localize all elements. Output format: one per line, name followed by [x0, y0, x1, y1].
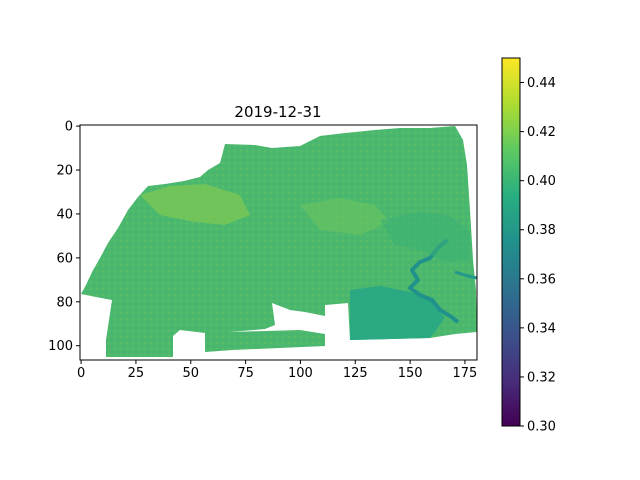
- colorbar-tick-label: 0.40: [527, 174, 556, 189]
- y-tick-label: 80: [56, 295, 73, 310]
- y-tick-label: 60: [56, 251, 73, 266]
- x-tick-label: 50: [182, 366, 199, 381]
- basin-region: [350, 286, 445, 340]
- x-axis: 0 25 50 75 100 125 150 175: [77, 360, 477, 381]
- east-valley: [380, 212, 470, 262]
- river-branch: [454, 270, 477, 280]
- y-axis: 0 20 40 60 80 100: [48, 120, 80, 354]
- chart-title: 2019-12-31: [234, 103, 321, 121]
- colorbar-gradient: [502, 58, 520, 426]
- x-tick-label: 100: [288, 366, 313, 381]
- colorbar-tick-label: 0.36: [527, 272, 556, 287]
- colorbar-tick-label: 0.42: [527, 125, 556, 140]
- x-tick-label: 150: [398, 366, 423, 381]
- x-tick-label: 75: [237, 366, 254, 381]
- ridge-highlight: [140, 184, 250, 225]
- colorbar-tick-label: 0.44: [527, 76, 556, 91]
- colorbar-tick-label: 0.30: [527, 420, 556, 435]
- colorbar-axis: 0.30 0.32 0.34 0.36 0.38 0.40 0.42 0.44: [520, 76, 556, 435]
- x-tick-label: 25: [128, 366, 145, 381]
- y-tick-label: 40: [56, 207, 73, 222]
- colorbar-tick-label: 0.32: [527, 370, 556, 385]
- y-tick-label: 100: [48, 339, 73, 354]
- colorbar-tick-label: 0.34: [527, 321, 556, 336]
- x-tick-label: 125: [343, 366, 368, 381]
- x-tick-label: 175: [453, 366, 478, 381]
- y-tick-label: 20: [56, 164, 73, 179]
- river-channel: [408, 238, 460, 324]
- x-tick-label: 0: [77, 366, 85, 381]
- center-highlight: [300, 198, 390, 235]
- colorbar-frame: [501, 57, 521, 427]
- colorbar-tick-label: 0.38: [527, 223, 556, 238]
- y-tick-label: 0: [65, 120, 73, 135]
- plot-frame: [79, 124, 478, 361]
- heatmap-image: [81, 126, 477, 357]
